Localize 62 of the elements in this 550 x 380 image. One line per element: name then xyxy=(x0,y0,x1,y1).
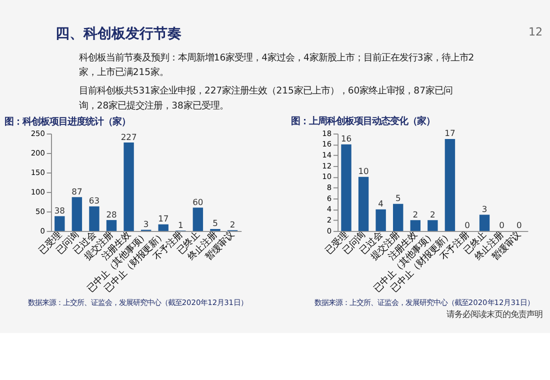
data-label: 87 xyxy=(72,186,82,196)
source-note: 数据来源：上交所、证监会，发展研究中心（截至2020年12月31日） xyxy=(28,298,248,308)
bar xyxy=(158,224,168,231)
bar xyxy=(72,197,82,231)
bar xyxy=(106,220,117,231)
data-label: 2 xyxy=(430,209,436,220)
text: 12 xyxy=(528,25,543,38)
data-label: 17 xyxy=(158,214,169,224)
data-label: 5 xyxy=(212,218,218,228)
bar xyxy=(341,144,352,231)
data-label: 0 xyxy=(464,220,470,230)
y-tick-label: 8 xyxy=(326,182,332,192)
data-label: 4 xyxy=(378,198,384,209)
y-tick-label: 50 xyxy=(36,206,46,216)
y-tick-label: 6 xyxy=(326,194,332,203)
y-tick-label: 0 xyxy=(326,226,332,236)
y-tick-label: 18 xyxy=(322,128,332,138)
data-label: 16 xyxy=(340,134,352,144)
bar xyxy=(410,220,420,231)
bar xyxy=(124,142,134,231)
data-label: 3 xyxy=(482,204,488,214)
bar xyxy=(428,220,438,231)
bar xyxy=(192,208,204,231)
y-tick-label: 10 xyxy=(322,172,332,182)
data-label: 1 xyxy=(178,220,184,230)
y-tick-label: 250 xyxy=(30,128,46,138)
data-label: 5 xyxy=(395,193,401,204)
text: 四、科创板发行节奏 xyxy=(56,26,182,42)
data-label: 3 xyxy=(143,219,149,230)
y-tick-label: 4 xyxy=(326,204,332,214)
data-label: 10 xyxy=(358,166,369,176)
chart-title: 图：上周科创板项目动态变化（家） xyxy=(291,116,436,128)
bar xyxy=(393,204,404,231)
data-label: 0 xyxy=(499,220,504,230)
data-label: 28 xyxy=(106,209,117,220)
data-label: 63 xyxy=(88,196,100,206)
data-label: 0 xyxy=(516,220,522,230)
text: 目前科创板共531家企业申报，227家注册生效（215家已上市），60家终止审报，87家已问询，28家已提交注册，38家已受理。 xyxy=(78,86,452,112)
y-tick-label: 2 xyxy=(326,215,332,224)
bar xyxy=(89,206,100,231)
y-tick-label: 16 xyxy=(322,140,332,149)
bar xyxy=(54,216,65,231)
data-label: 38 xyxy=(54,205,65,216)
y-tick-label: 100 xyxy=(30,187,46,196)
data-label: 2 xyxy=(230,219,236,230)
bar xyxy=(358,176,369,231)
bar xyxy=(479,214,490,231)
source-note: 数据来源：上交所、证监会，发展研究中心（截至2020年12月31日） xyxy=(314,298,534,308)
y-tick-label: 200 xyxy=(30,148,46,158)
bar xyxy=(376,209,386,231)
data-label: 60 xyxy=(192,196,204,207)
text: 科创板当前节奏及预判：本周新增16家受理，4家过会，4家新股上市；目前正在发行3家，待上市2家，上市已满215家。 xyxy=(78,52,474,78)
y-tick-label: 14 xyxy=(322,150,332,160)
text: 请务必阅读末页的免责声明 xyxy=(446,309,543,320)
bar xyxy=(444,138,456,231)
data-label: 2 xyxy=(412,209,418,220)
data-label: 227 xyxy=(120,132,137,142)
y-tick-label: 12 xyxy=(322,161,332,170)
y-tick-label: 0 xyxy=(40,226,46,236)
chart-title: 图：科创板项目进度统计（家） xyxy=(4,116,131,128)
y-tick-label: 150 xyxy=(30,168,46,177)
data-label: 17 xyxy=(444,128,456,138)
